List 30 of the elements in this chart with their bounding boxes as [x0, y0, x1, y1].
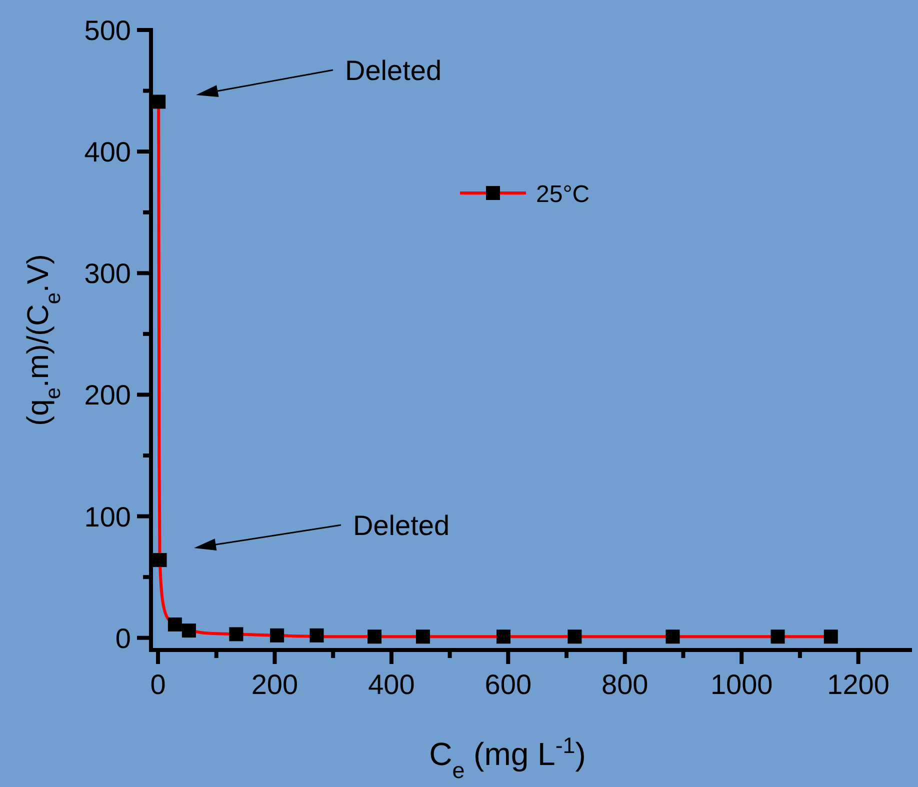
point [270, 628, 284, 642]
legend-label: 25°C [536, 181, 590, 208]
point [182, 624, 196, 638]
point [310, 628, 324, 642]
x-axis-title: C$_{e}$ (mg L$^{-1}$) [429, 732, 586, 782]
point [770, 630, 785, 644]
x-tick-label: 800 [602, 669, 648, 700]
y-tick-label: 200 [84, 380, 131, 411]
point [824, 630, 838, 644]
annotation: Deleted [353, 510, 450, 541]
x-tick-label: 1000 [710, 669, 773, 700]
point [152, 553, 167, 568]
annotation: Deleted [345, 55, 442, 86]
point [496, 630, 510, 644]
y-tick-label: 300 [84, 258, 131, 290]
point [568, 630, 582, 644]
y-tick-label: 0 [115, 622, 131, 654]
x-tick-label: 600 [484, 669, 532, 700]
x-tick-label: 200 [251, 669, 298, 700]
y-tick-label: 400 [84, 136, 131, 168]
point [666, 630, 680, 644]
point [229, 627, 244, 642]
point [168, 617, 182, 632]
y-tick-label: 100 [84, 501, 131, 532]
x-tick-label: 400 [368, 669, 415, 700]
point [416, 630, 430, 644]
x-tick-label: 0 [150, 669, 166, 700]
y-tick-label: 500 [84, 15, 131, 46]
x-tick-label: 1200 [827, 669, 890, 700]
point [368, 630, 382, 644]
